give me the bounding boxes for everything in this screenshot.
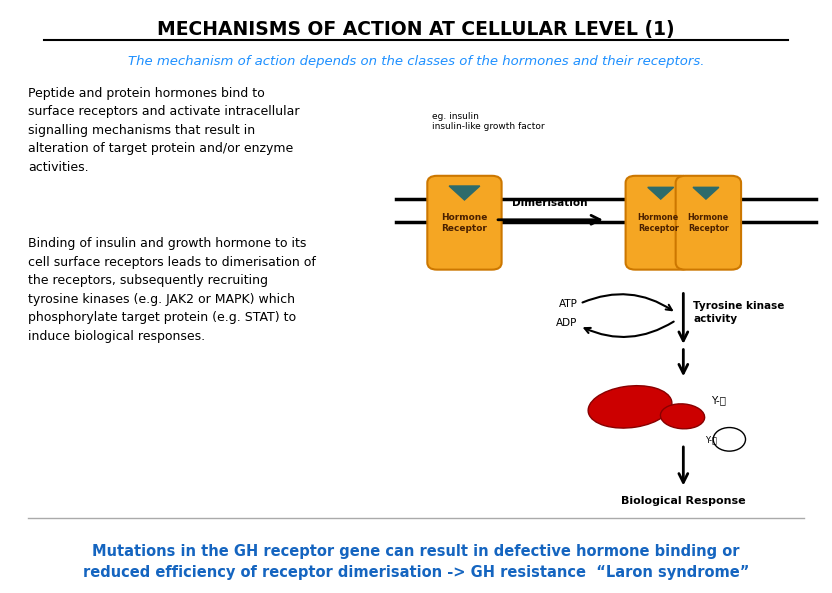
Text: Y-ⓟ: Y-ⓟ: [706, 435, 717, 444]
Ellipse shape: [661, 404, 705, 429]
Text: Peptide and protein hormones bind to
surface receptors and activate intracellula: Peptide and protein hormones bind to sur…: [28, 87, 300, 174]
Text: Biological Response: Biological Response: [621, 496, 745, 506]
FancyBboxPatch shape: [428, 176, 502, 270]
Polygon shape: [693, 187, 719, 199]
Text: Hormone
Receptor: Hormone Receptor: [637, 213, 679, 233]
Text: Hormone
Receptor: Hormone Receptor: [688, 213, 729, 233]
Text: Y-ⓟ: Y-ⓟ: [711, 395, 726, 405]
FancyArrowPatch shape: [582, 294, 671, 310]
Text: The mechanism of action depends on the classes of the hormones and their recepto: The mechanism of action depends on the c…: [128, 55, 704, 68]
Ellipse shape: [588, 385, 672, 428]
FancyBboxPatch shape: [626, 176, 691, 270]
Text: Tyrosine kinase
activity: Tyrosine kinase activity: [693, 301, 785, 324]
Text: Dimerisation: Dimerisation: [513, 198, 588, 208]
Polygon shape: [449, 186, 480, 200]
Text: ATP: ATP: [558, 299, 577, 308]
Polygon shape: [648, 187, 674, 199]
Text: Hormone
Receptor: Hormone Receptor: [441, 213, 488, 233]
FancyBboxPatch shape: [676, 176, 741, 270]
Text: MECHANISMS OF ACTION AT CELLULAR LEVEL (1): MECHANISMS OF ACTION AT CELLULAR LEVEL (…: [157, 20, 675, 39]
Text: Binding of insulin and growth hormone to its
cell surface receptors leads to dim: Binding of insulin and growth hormone to…: [28, 237, 316, 343]
Text: ADP: ADP: [556, 318, 577, 328]
Text: eg. insulin
insulin-like growth factor: eg. insulin insulin-like growth factor: [432, 112, 545, 131]
FancyArrowPatch shape: [585, 321, 674, 337]
Text: Mutations in the GH receptor gene can result in defective hormone binding or
red: Mutations in the GH receptor gene can re…: [83, 544, 749, 581]
